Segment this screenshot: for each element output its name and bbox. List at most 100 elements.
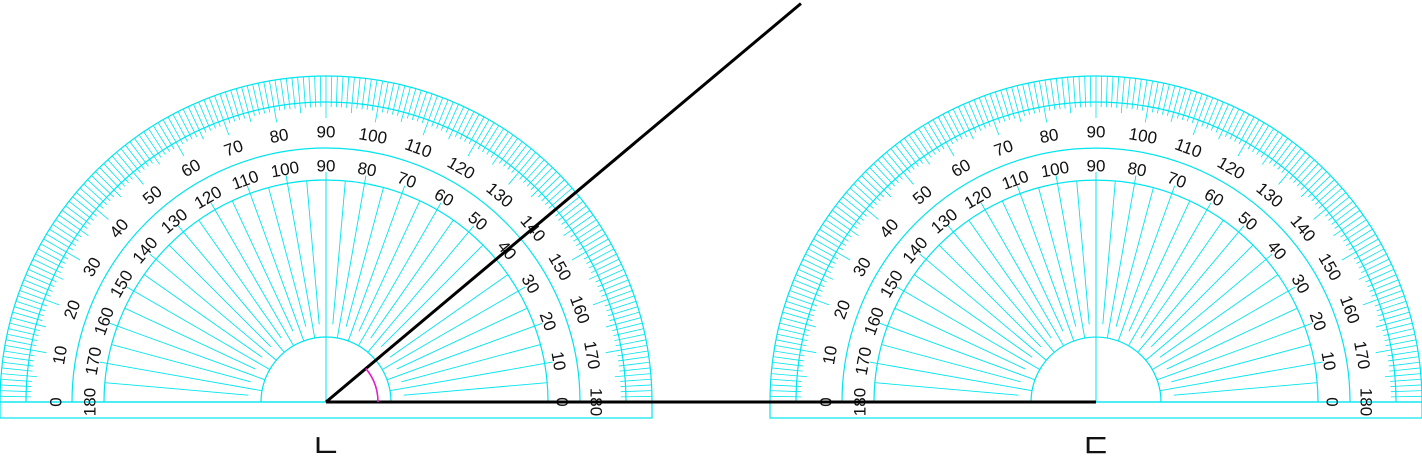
- degree-tick: [771, 373, 808, 378]
- degree-tick: [454, 108, 470, 138]
- degree-tick: [263, 81, 271, 113]
- degree-tick: [46, 233, 74, 251]
- degree-tick: [994, 91, 1006, 122]
- mid-tick: [401, 185, 406, 194]
- degree-tick: [773, 350, 805, 357]
- degree-tick: [374, 80, 384, 123]
- degree-tick: [1387, 350, 1419, 357]
- degree-tick: [782, 311, 813, 322]
- inner-scale-label: 70: [1165, 168, 1189, 192]
- spoke-line: [1173, 382, 1318, 396]
- degree-tick: [1277, 144, 1298, 170]
- degree-tick: [1067, 77, 1072, 114]
- degree-tick: [1269, 138, 1288, 164]
- degree-tick: [1389, 367, 1421, 372]
- degree-tick: [606, 300, 637, 312]
- degree-tick: [65, 205, 91, 225]
- degree-tick: [1055, 78, 1061, 110]
- spoke-line: [1152, 290, 1289, 370]
- degree-tick: [246, 85, 256, 116]
- degree-tick: [773, 356, 804, 362]
- degree-tick: [770, 378, 802, 382]
- degree-tick: [490, 131, 509, 158]
- degree-tick: [1376, 300, 1407, 312]
- outer-scale-label: 20: [60, 298, 84, 322]
- degree-tick: [772, 361, 804, 367]
- degree-tick: [30, 263, 64, 280]
- degree-tick: [436, 99, 449, 129]
- degree-tick: [252, 84, 261, 115]
- degree-tick: [440, 101, 454, 131]
- degree-tick: [83, 183, 108, 205]
- degree-tick: [134, 138, 153, 164]
- degree-tick: [541, 179, 565, 202]
- degree-tick: [314, 76, 317, 108]
- degree-tick: [371, 79, 378, 111]
- degree-tick: [1289, 155, 1311, 180]
- degree-tick: [853, 183, 878, 205]
- degree-tick: [973, 99, 986, 129]
- degree-tick: [1237, 119, 1260, 157]
- spoke-line: [287, 183, 316, 339]
- degree-tick: [1273, 141, 1293, 167]
- degree-tick: [832, 210, 858, 229]
- degree-tick: [1260, 131, 1279, 158]
- inner-scale-label: 30: [1287, 271, 1313, 297]
- degree-tick: [1365, 269, 1394, 283]
- spoke-line: [367, 231, 470, 353]
- degree-tick: [302, 76, 306, 108]
- inner-scale-label: 170: [82, 345, 106, 376]
- degree-tick: [1390, 378, 1422, 382]
- degree-tick: [1234, 113, 1250, 142]
- degree-tick: [1356, 248, 1385, 264]
- degree-tick: [618, 356, 649, 362]
- degree-tick: [530, 167, 553, 191]
- degree-tick: [620, 384, 652, 387]
- mid-tick: [177, 225, 184, 233]
- degree-tick: [779, 322, 810, 332]
- degree-tick: [1388, 361, 1420, 367]
- inner-scale-label: 60: [1201, 185, 1227, 211]
- degree-tick: [601, 284, 631, 297]
- degree-tick: [503, 141, 523, 167]
- degree-tick: [381, 81, 389, 113]
- spoke-line: [358, 200, 421, 332]
- degree-tick: [828, 214, 859, 236]
- degree-tick: [1120, 77, 1125, 114]
- degree-tick: [1358, 253, 1387, 269]
- spoke-line: [214, 209, 294, 346]
- outer-scale-label: 80: [1038, 125, 1060, 147]
- degree-tick: [595, 269, 624, 283]
- spoke-line: [403, 382, 548, 396]
- mid-tick: [364, 175, 367, 184]
- degree-tick: [91, 175, 115, 198]
- degree-tick: [519, 155, 541, 180]
- degree-tick: [116, 152, 144, 185]
- spoke-line: [231, 200, 294, 332]
- degree-tick: [1383, 328, 1414, 337]
- degree-tick: [922, 125, 941, 153]
- degree-tick: [62, 210, 88, 229]
- degree-tick: [1340, 219, 1367, 238]
- outer-scale-label: 180: [1357, 388, 1376, 416]
- inner-scale-label: 80: [1126, 159, 1148, 181]
- degree-tick: [187, 106, 204, 140]
- degree-tick: [9, 322, 40, 332]
- spoke-line: [1159, 363, 1315, 392]
- degree-tick: [2, 361, 34, 367]
- outer-scale-label: 20: [830, 298, 854, 322]
- degree-tick: [235, 88, 246, 119]
- spoke-line: [938, 244, 1042, 348]
- degree-tick: [1362, 290, 1403, 306]
- degree-tick: [177, 111, 193, 140]
- degree-tick: [1044, 79, 1051, 111]
- degree-tick: [1201, 97, 1214, 127]
- degree-tick: [40, 243, 69, 260]
- spoke-line: [168, 244, 272, 348]
- inner-scale-label: 10: [547, 350, 569, 372]
- degree-tick: [1328, 200, 1354, 221]
- inner-scale-label: 160: [90, 305, 118, 338]
- degree-tick: [257, 83, 266, 114]
- degree-tick: [1224, 108, 1240, 138]
- spoke-line: [968, 219, 1052, 339]
